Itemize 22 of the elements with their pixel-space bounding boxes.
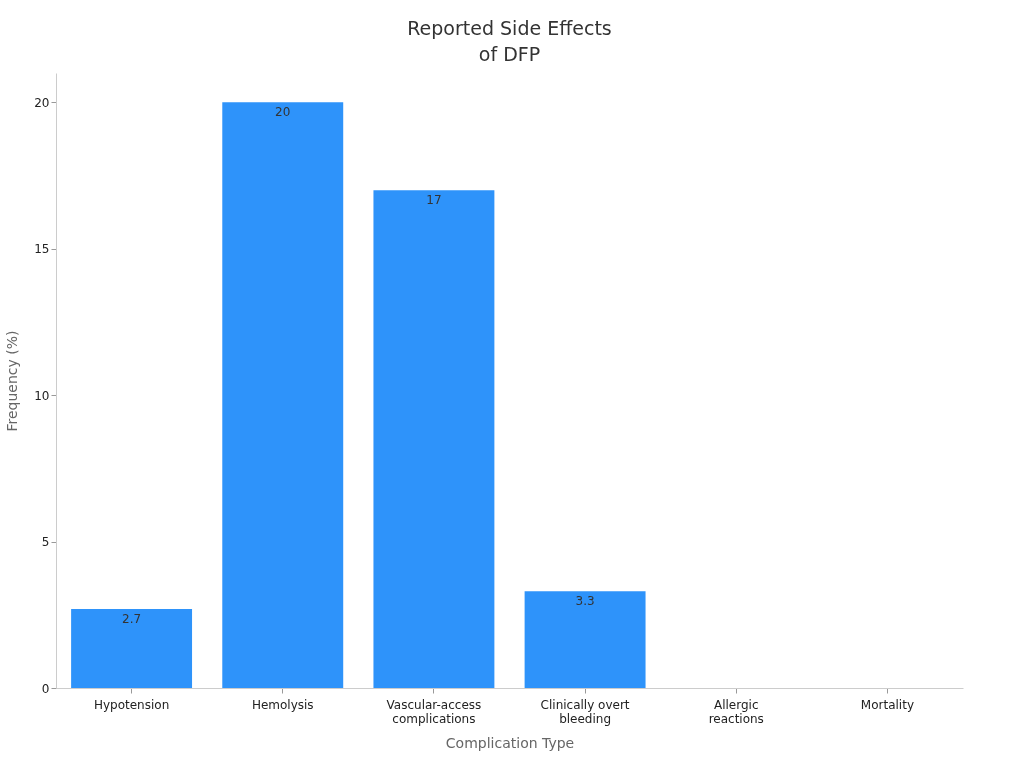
bar — [71, 608, 193, 688]
x-tick-label: Hemolysis — [251, 697, 314, 712]
y-tick-label: 0 — [41, 681, 50, 696]
chart-title: Reported Side Effects of DFP — [407, 17, 612, 65]
x-tick-label: Vascular-access complications — [386, 697, 482, 726]
data-label: 2.7 — [122, 611, 142, 626]
x-tick-label: Clinically overt bleeding — [540, 697, 630, 726]
y-tick-label: 5 — [41, 535, 50, 550]
y-axis-title: Frequency (%) — [4, 330, 21, 432]
y-tick-label: 15 — [34, 242, 50, 257]
y-tick-label: 10 — [34, 388, 50, 403]
x-tick-label: Allergic reactions — [708, 697, 764, 726]
x-tick-label: Mortality — [860, 697, 914, 712]
data-label: 3.3 — [575, 594, 595, 609]
bar — [373, 190, 495, 688]
data-label: 20 — [275, 105, 291, 120]
bar — [222, 102, 344, 688]
data-label: 17 — [426, 193, 442, 208]
x-axis-title: Complication Type — [445, 734, 575, 751]
x-tick-label: Hypotension — [93, 697, 170, 712]
y-tick-label: 20 — [34, 95, 50, 110]
bar — [524, 591, 646, 688]
